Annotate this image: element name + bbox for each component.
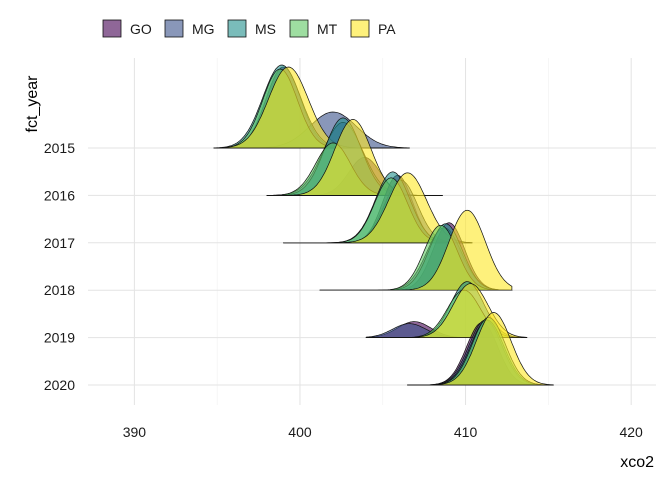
x-tick-label: 390: [123, 424, 147, 440]
y-tick-label: 2020: [44, 377, 75, 393]
ridges: [213, 64, 554, 386]
legend-item-MT: MT: [289, 19, 338, 38]
y-tick-label: 2017: [44, 235, 75, 251]
legend-label: MS: [255, 21, 276, 37]
ridge-2018: [319, 209, 513, 291]
legend-label: MT: [317, 21, 338, 37]
legend-label: PA: [378, 21, 396, 37]
legend-item-PA: PA: [350, 19, 396, 38]
y-tick-label: 2018: [44, 282, 75, 298]
x-tick-labels: 390 400 410 420: [123, 424, 643, 440]
y-tick-label: 2019: [44, 330, 75, 346]
density-PA-2015: [213, 66, 410, 149]
legend-label: GO: [130, 21, 152, 37]
x-tick-label: 410: [454, 424, 478, 440]
x-tick-label: 420: [619, 424, 643, 440]
legend-swatch: [350, 19, 370, 38]
legend-label: MG: [192, 21, 215, 37]
legend-item-MG: MG: [164, 19, 215, 38]
legend-swatch: [164, 19, 184, 38]
x-tick-label: 400: [288, 424, 312, 440]
y-tick-labels: 2015 2016 2017 2018 2019 2020: [44, 140, 75, 393]
legend-swatch: [289, 19, 309, 38]
density-PA-2018: [319, 209, 513, 291]
ridge-2017: [283, 171, 473, 244]
ridge-2015: [213, 64, 410, 149]
legend: GO MG MS MT PA: [102, 19, 396, 38]
legend-swatch: [227, 19, 247, 38]
legend-item-GO: GO: [102, 19, 152, 38]
y-tick-label: 2015: [44, 140, 75, 156]
density-PA-2020: [407, 312, 554, 386]
x-axis-title: xco2: [620, 454, 654, 471]
legend-item-MS: MS: [227, 19, 276, 38]
ridge-2020: [407, 312, 554, 386]
y-tick-label: 2016: [44, 187, 75, 203]
y-axis-title: fct_year: [24, 75, 41, 133]
legend-swatch: [102, 19, 122, 38]
